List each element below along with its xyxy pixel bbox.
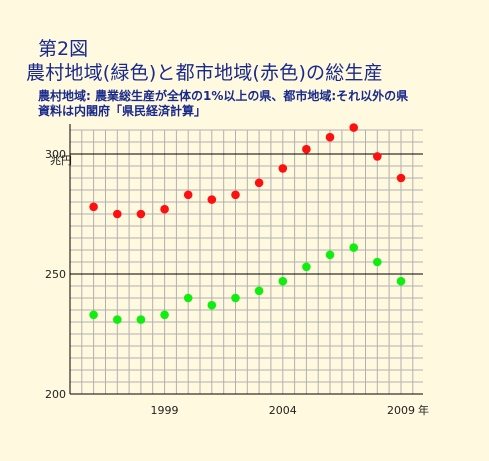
definition-note: 農村地域: 農業総生産が全体の1%以上の県、都市地域:それ以外の県 (38, 89, 409, 103)
data-point (183, 293, 193, 303)
data-point (278, 276, 288, 286)
x-tick-labels: 1999 2004 2009 年 (151, 403, 429, 417)
data-point (325, 250, 335, 260)
y-unit-label: 兆円 (50, 154, 72, 167)
data-points (89, 123, 406, 324)
data-point (89, 202, 98, 212)
data-point (160, 204, 169, 214)
horizontal-gridlines (70, 129, 423, 383)
data-point (89, 310, 98, 320)
data-point (136, 315, 146, 324)
data-point (396, 173, 406, 183)
x-tick-label: 2009 (387, 404, 415, 417)
data-point (113, 209, 122, 219)
data-point (254, 286, 264, 296)
data-point (373, 257, 382, 267)
y-tick-label: 250 (45, 268, 66, 281)
data-point (302, 144, 311, 154)
data-point (349, 123, 359, 132)
data-point (373, 152, 382, 161)
data-point (183, 190, 193, 200)
series-1 (89, 243, 406, 324)
series-0 (89, 123, 406, 219)
data-point (278, 164, 288, 173)
data-point (254, 178, 264, 188)
y-tick-label: 300 (45, 148, 66, 161)
data-point (349, 243, 359, 252)
data-point (160, 310, 169, 320)
y-tick-labels: 兆円 200 250 300 (45, 148, 72, 401)
data-point (396, 276, 406, 286)
data-point (113, 315, 122, 324)
data-point (207, 300, 217, 310)
y-tick-label: 200 (45, 388, 66, 401)
x-tick-label: 1999 (151, 404, 179, 417)
source-note: 資料は内閣府「県民経済計算」 (38, 104, 207, 118)
data-point (231, 190, 240, 200)
data-point (136, 209, 146, 219)
axes (69, 124, 423, 395)
data-point (231, 293, 240, 303)
data-point (325, 132, 335, 142)
figure-number: 第2図 (38, 38, 89, 60)
data-point (302, 262, 311, 272)
data-point (207, 195, 217, 204)
x-tick-label: 2004 (269, 404, 297, 417)
figure-title: 農村地域(緑色)と都市地域(赤色)の総生産 (26, 62, 383, 84)
x-unit-label: 年 (418, 403, 429, 417)
